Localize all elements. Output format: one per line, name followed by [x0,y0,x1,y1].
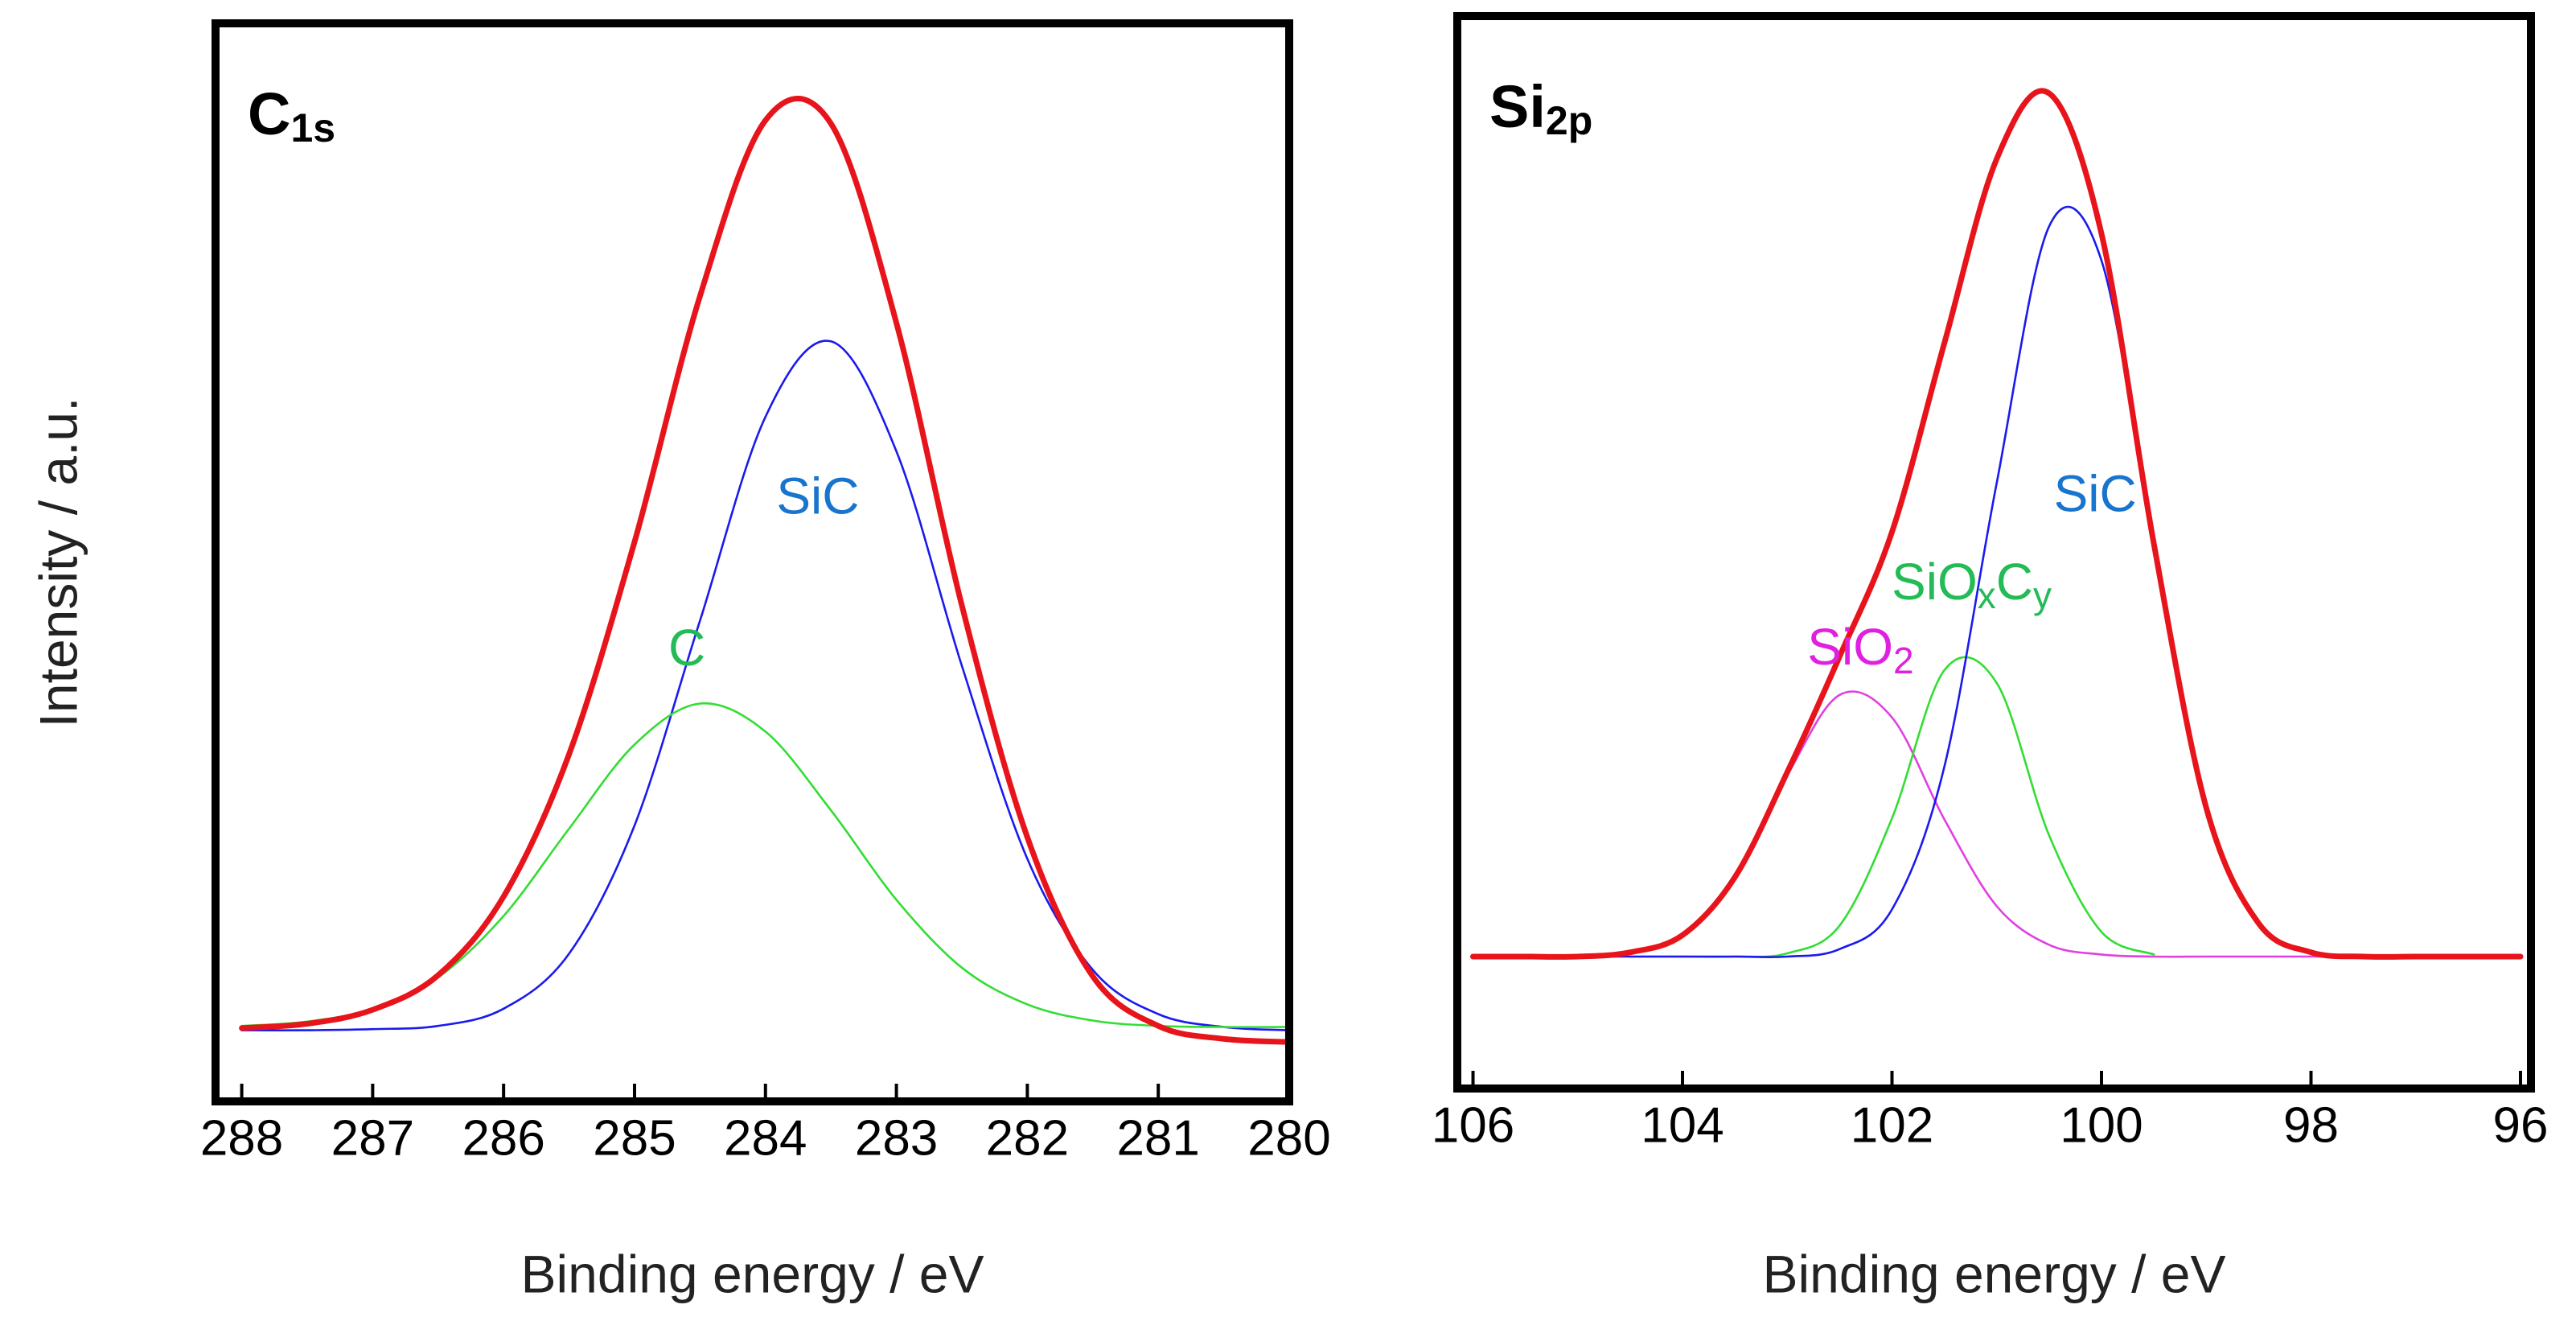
x-tick-label: 284 [724,1110,807,1166]
peak-label-main: SiC [776,467,859,525]
panel: 106 104 102 100 98 96 Si2p Binding energy / eV S… [1432,12,2548,1303]
peak-label-main: SiO [1892,553,1978,611]
x-tick-label: 98 [2283,1097,2339,1153]
peak-label: SiOxCy [1892,553,2052,616]
x-tick-label: 96 [2492,1097,2548,1153]
peak-label: SiC [2054,464,2137,522]
peak-label-main: SiC [2054,464,2137,522]
peak-label-main: C [1996,553,2033,611]
x-tick-label: 285 [593,1110,676,1166]
x-tick-label: 288 [200,1110,283,1166]
x-tick-label: 280 [1247,1110,1330,1166]
peak-label: SiC [776,467,859,525]
panel-title-sub: 2p [1546,98,1592,143]
spectrum-line [239,95,1292,1045]
x-tick-label: 287 [331,1110,414,1166]
spectrum-line [1470,88,2524,960]
x-tick-label: 106 [1432,1097,1514,1153]
peak-label: C [668,619,705,677]
spectrum-line [1472,690,2522,958]
y-axis-label: Intensity / a.u. [28,397,88,728]
x-tick-label: 286 [462,1110,544,1166]
x-tick-label: 102 [1851,1097,1933,1153]
plot-frame [212,19,1293,1105]
peak-label-sub: x [1978,574,1996,616]
x-axis-label: Binding energy / eV [520,1244,984,1303]
x-tick-label: 100 [2060,1097,2143,1153]
x-tick-label: 281 [1116,1110,1199,1166]
x-tick-label: 282 [986,1110,1069,1166]
peak-label-main: C [668,619,705,677]
spectrum-line [240,702,1291,1028]
panel-title: C1s [248,80,335,151]
peak-label: SiO2 [1807,618,1913,681]
spectrum-line [240,340,1291,1031]
panel-title-main: Si [1489,73,1546,140]
panel-title-sub: 1s [290,105,335,150]
panel-title-main: C [248,80,290,147]
panel-title: Si2p [1489,73,1592,144]
x-tick-label: 104 [1641,1097,1723,1153]
x-axis-label: Binding energy / eV [1762,1244,2225,1303]
peak-label-main: SiO [1807,618,1893,676]
x-tick-label: 283 [855,1110,938,1166]
peak-label-sub: 2 [1893,640,1914,681]
plot-frame [1453,12,2535,1093]
peak-label-sub: y [2033,574,2052,616]
